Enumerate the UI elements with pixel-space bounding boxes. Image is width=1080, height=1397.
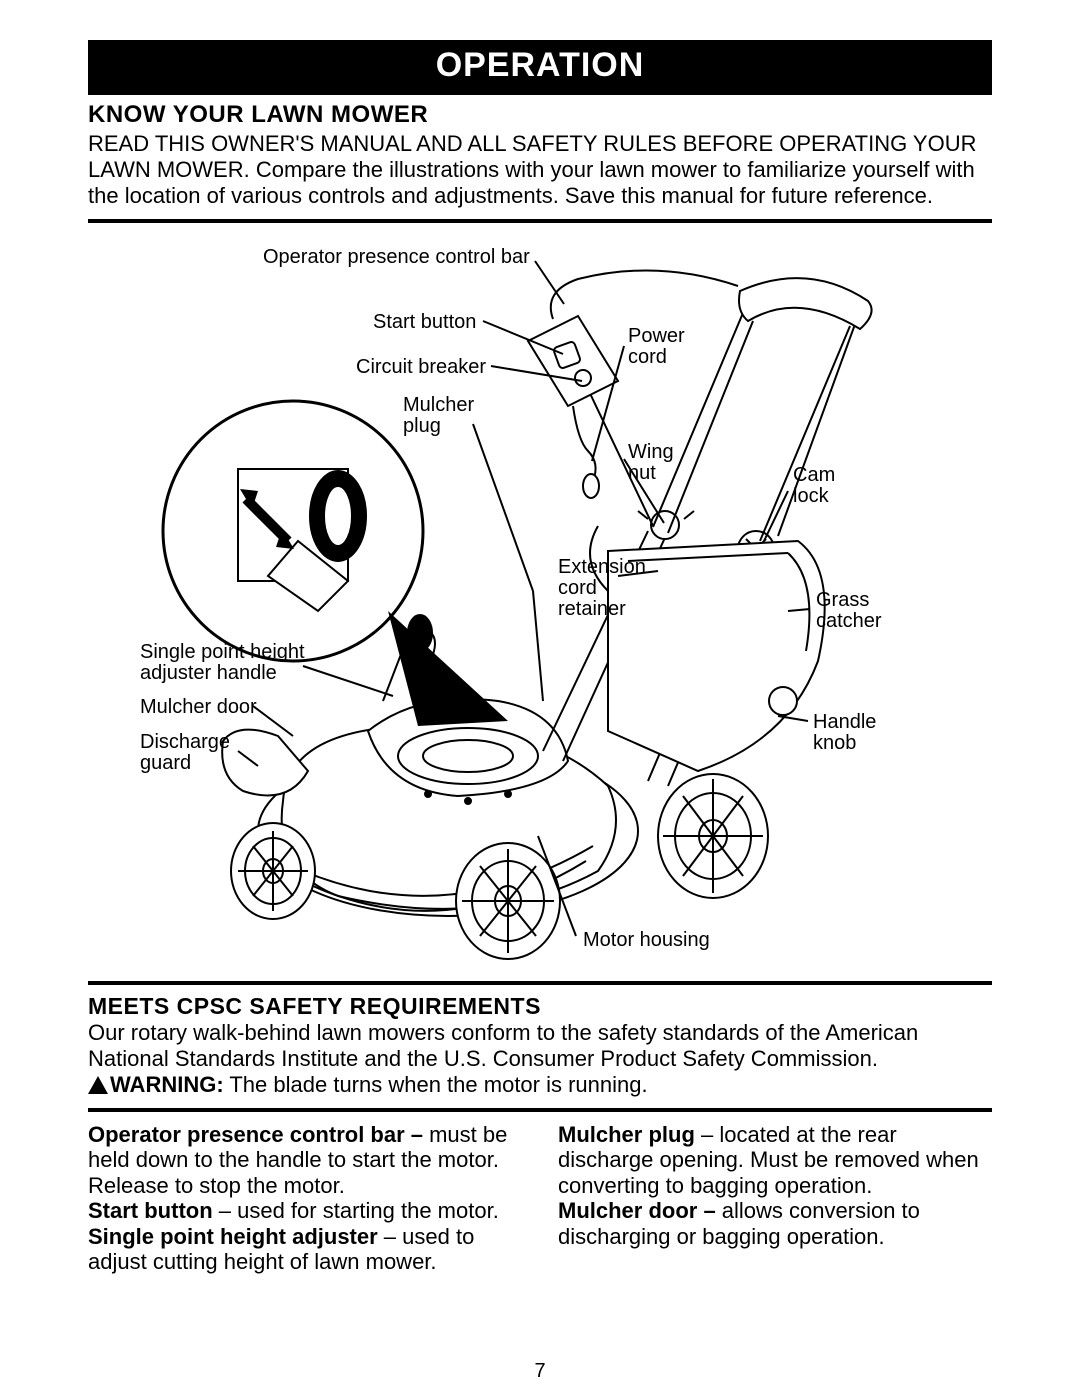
label-start-button: Start button [373,311,476,333]
two-column-definitions: Operator presence control bar – must be … [88,1122,992,1275]
warning-line: WARNING: The blade turns when the motor … [88,1072,992,1098]
heading-know-your-mower: KNOW YOUR LAWN MOWER [88,101,992,129]
def-mdoor-title: Mulcher door – [558,1198,722,1223]
intro-paragraph: READ THIS OWNER'S MANUAL AND ALL SAFETY … [88,131,992,209]
label-circuit-breaker: Circuit breaker [356,356,486,378]
left-column: Operator presence control bar – must be … [88,1122,522,1275]
label-opc: Operator presence control bar [263,246,530,268]
heading-cpsc: MEETS CPSC SAFETY REQUIREMENTS [88,993,992,1020]
label-handle-knob-1: Handle [813,711,876,733]
label-handle-knob-2: knob [813,732,856,754]
label-power-2: cord [628,346,667,368]
def-start-body: – used for starting the motor. [213,1198,499,1223]
label-cam-1: Cam [793,464,835,486]
rule-mid [88,981,992,985]
label-cam-2: lock [793,485,829,507]
label-ext-2: cord [558,577,597,599]
label-mulcher-door: Mulcher door [140,696,257,718]
label-discharge-1: Discharge [140,731,230,753]
label-sph-1: Single point height [140,641,305,663]
def-start-title: Start button [88,1198,213,1223]
label-ext-1: Extension [558,556,646,578]
warning-label: WARNING: [110,1072,224,1097]
label-motor-housing: Motor housing [583,929,710,951]
rule-top [88,219,992,223]
def-mplug-title: Mulcher plug [558,1122,695,1147]
mower-diagram: Operator presence control bar Start butt… [88,231,992,971]
label-grass-2: catcher [816,610,882,632]
rule-bottom [88,1108,992,1112]
label-mulcher-plug-2: plug [403,415,441,437]
label-grass-1: Grass [816,589,869,611]
label-wing-2: nut [628,462,656,484]
label-ext-3: retainer [558,598,626,620]
label-discharge-2: guard [140,752,191,774]
def-opc-title: Operator presence control bar – [88,1122,429,1147]
section-banner: OPERATION [88,40,992,95]
label-power-1: Power [628,325,685,347]
warning-text: The blade turns when the motor is runnin… [224,1072,648,1097]
label-sph-2: adjuster handle [140,662,277,684]
right-column: Mulcher plug – located at the rear disch… [558,1122,992,1275]
page-number: 7 [0,1360,1080,1383]
label-wing-1: Wing [628,441,674,463]
warning-icon [88,1076,108,1094]
label-mulcher-plug-1: Mulcher [403,394,474,416]
def-sph-title: Single point height adjuster [88,1224,378,1249]
cpsc-body: Our rotary walk-behind lawn mowers confo… [88,1020,992,1072]
